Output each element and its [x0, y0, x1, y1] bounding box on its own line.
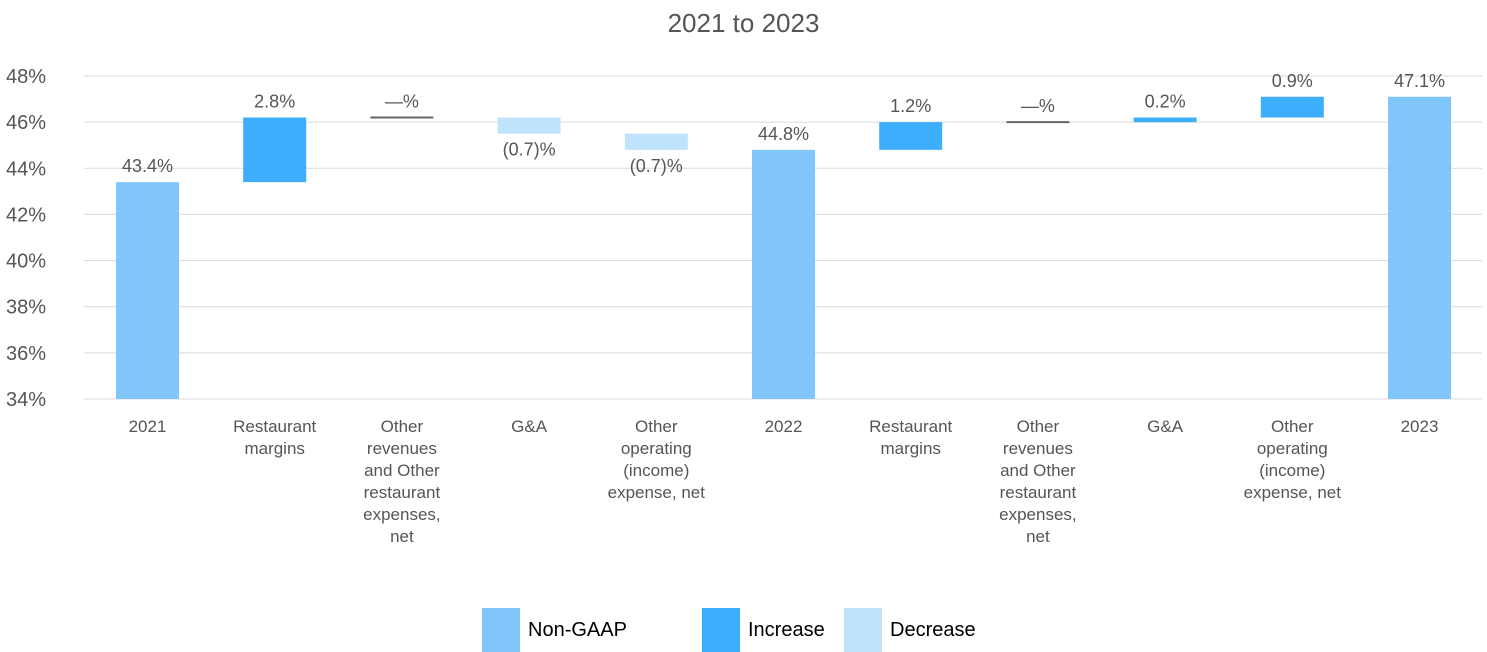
x-tick-label: Other operating (income) expense, net: [1244, 417, 1342, 502]
x-tick-label: G&A: [511, 417, 548, 436]
legend-swatch-non-gaap: [482, 608, 520, 652]
data-label: 0.9%: [1272, 71, 1313, 91]
legend-label-increase: Increase: [748, 618, 825, 641]
data-label: 1.2%: [890, 96, 931, 116]
bar-decrease: [497, 117, 561, 134]
y-tick-label: 34%: [6, 389, 46, 411]
x-tick-label: G&A: [1147, 417, 1184, 436]
bar-decrease: [624, 133, 688, 150]
y-tick-label: 42%: [6, 204, 46, 226]
bar-increase: [1260, 96, 1324, 118]
chart-title: 2021 to 2023: [667, 8, 820, 38]
bar-increase: [243, 117, 307, 183]
legend-swatch-increase: [702, 608, 740, 652]
x-tick-label: Other revenues and Other restaurant expenses…: [999, 417, 1077, 546]
waterfall-chart: 34% 36% 38% 40% 42% 44% 46% 48% 43.4% 2.8% —% (0.7)…: [6, 66, 1482, 546]
data-label: —%: [385, 92, 419, 112]
legend: Non-GAAP: [482, 608, 627, 652]
data-label: (0.7)%: [503, 140, 556, 160]
y-tick-label: 48%: [6, 66, 46, 88]
x-tick-label: Restaurant margins: [869, 417, 952, 458]
data-label: —%: [1021, 96, 1055, 116]
legend: Increase: [702, 608, 825, 652]
x-tick-label: 2023: [1401, 417, 1439, 436]
data-label: 43.4%: [122, 156, 173, 176]
y-tick-label: 36%: [6, 343, 46, 365]
data-label: 44.8%: [758, 124, 809, 144]
bar-increase: [879, 122, 943, 150]
y-tick-label: 44%: [6, 158, 46, 180]
data-label: 47.1%: [1394, 71, 1445, 91]
bar-non-gaap: [1388, 96, 1451, 399]
data-label: (0.7)%: [630, 156, 683, 176]
data-label: 2.8%: [254, 92, 295, 112]
legend: Decrease: [844, 608, 976, 652]
legend-label-non-gaap: Non-GAAP: [528, 618, 627, 641]
legend-swatch-decrease: [844, 608, 882, 652]
legend-label-decrease: Decrease: [890, 618, 976, 641]
y-tick-label: 38%: [6, 297, 46, 319]
x-tick-label: Other operating (income) expense, net: [608, 417, 706, 502]
x-tick-label: 2022: [765, 417, 803, 436]
x-tick-label: 2021: [129, 417, 167, 436]
bar-non-gaap: [752, 149, 815, 399]
x-tick-label: Other revenues and Other restaurant expenses…: [363, 417, 441, 546]
bar-increase: [1133, 117, 1197, 123]
x-tick-label: Restaurant margins: [233, 417, 316, 458]
bar-non-gaap: [116, 182, 179, 399]
data-label: 0.2%: [1145, 92, 1186, 112]
y-tick-label: 40%: [6, 251, 46, 273]
y-tick-label: 46%: [6, 112, 46, 134]
